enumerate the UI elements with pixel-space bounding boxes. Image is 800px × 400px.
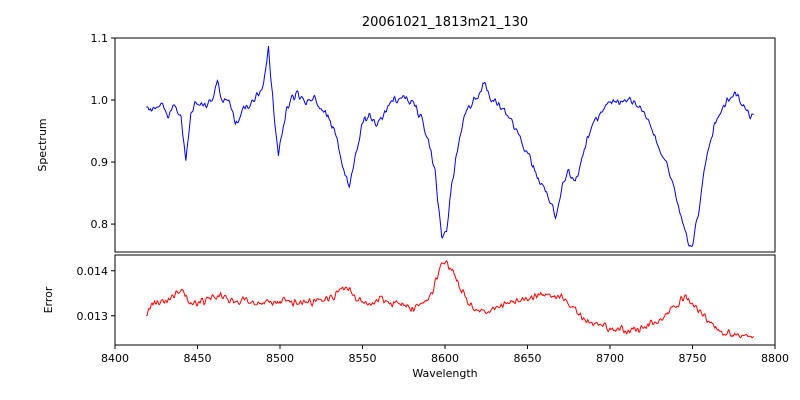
x-tick-label: 8800 <box>761 352 789 365</box>
plot-title: 20061021_1813m21_130 <box>362 15 528 30</box>
x-tick-label: 8650 <box>514 352 542 365</box>
error-y-tick-label: 0.013 <box>77 310 109 323</box>
spectrum-y-tick-label: 0.9 <box>91 156 109 169</box>
x-tick-label: 8750 <box>679 352 707 365</box>
error-panel-border <box>114 254 776 346</box>
x-axis-label: Wavelength <box>412 367 477 380</box>
error-y-tick-label: 0.014 <box>77 265 109 278</box>
y-axis-label-error: Error <box>42 286 55 313</box>
spectrum-line <box>146 46 754 247</box>
error-line <box>145 259 754 339</box>
spectrum-y-tick-label: 1.0 <box>91 94 109 107</box>
x-tick-label: 8500 <box>266 352 294 365</box>
spectrum-panel-border <box>114 37 776 253</box>
x-tick-label: 8450 <box>184 352 212 365</box>
x-tick-label: 8700 <box>596 352 624 365</box>
plot-content: 0.8 0.9 1.0 1.1 0.013 0.014 8400 8450 8500 8550 86… <box>77 32 790 365</box>
x-tick-label: 8400 <box>101 352 129 365</box>
y-axis-label-spectrum: Spectrum <box>36 118 49 171</box>
spectrum-y-tick-label: 1.1 <box>91 32 109 45</box>
spectrum-y-tick-label: 0.8 <box>91 218 109 231</box>
x-tick-label: 8600 <box>431 352 459 365</box>
x-tick-label: 8550 <box>349 352 377 365</box>
